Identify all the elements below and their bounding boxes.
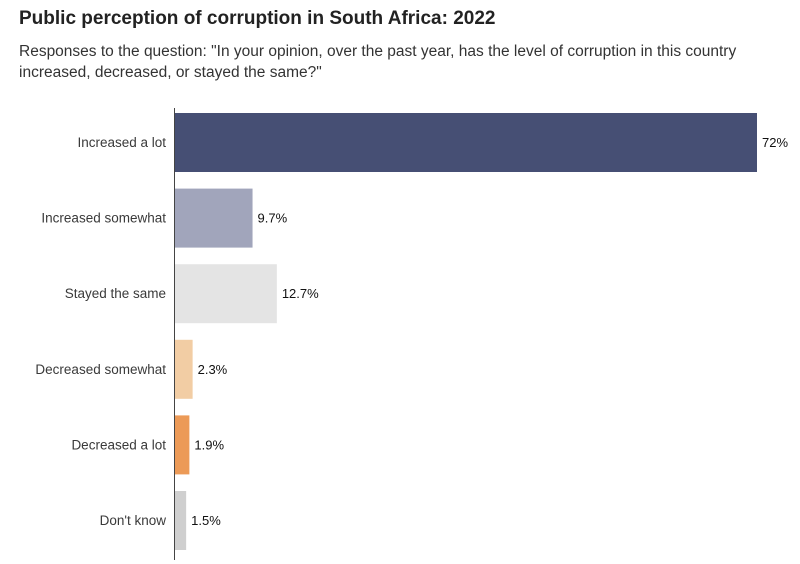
value-label-increased-a-lot: 72% — [762, 135, 788, 150]
category-label-don-t-know: Don't know — [100, 513, 167, 528]
bar-increased-somewhat — [174, 188, 253, 248]
category-label-decreased-a-lot: Decreased a lot — [71, 437, 166, 452]
labels-layer: Increased a lot 72% Increased somewhat 9.7%… — [35, 135, 788, 528]
category-label-decreased-somewhat: Decreased somewhat — [35, 362, 166, 377]
bar-stayed-the-same — [174, 264, 277, 324]
bar-decreased-a-lot — [174, 415, 190, 475]
bar-don-t-know — [174, 491, 187, 550]
value-label-stayed-the-same: 12.7% — [282, 286, 319, 301]
category-label-stayed-the-same: Stayed the same — [65, 286, 166, 301]
value-label-don-t-know: 1.5% — [191, 513, 221, 528]
chart-title: Public perception of corruption in South… — [19, 8, 496, 29]
chart-subtitle: Responses to the question: "In your opin… — [19, 43, 737, 81]
category-label-increased-a-lot: Increased a lot — [77, 135, 166, 150]
value-label-decreased-a-lot: 1.9% — [194, 437, 224, 452]
bar-increased-a-lot — [174, 113, 757, 172]
bars-layer — [174, 113, 757, 550]
value-label-decreased-somewhat: 2.3% — [198, 362, 228, 377]
value-label-increased-somewhat: 9.7% — [258, 211, 288, 226]
bar-decreased-somewhat — [174, 339, 193, 399]
category-label-increased-somewhat: Increased somewhat — [41, 211, 166, 226]
